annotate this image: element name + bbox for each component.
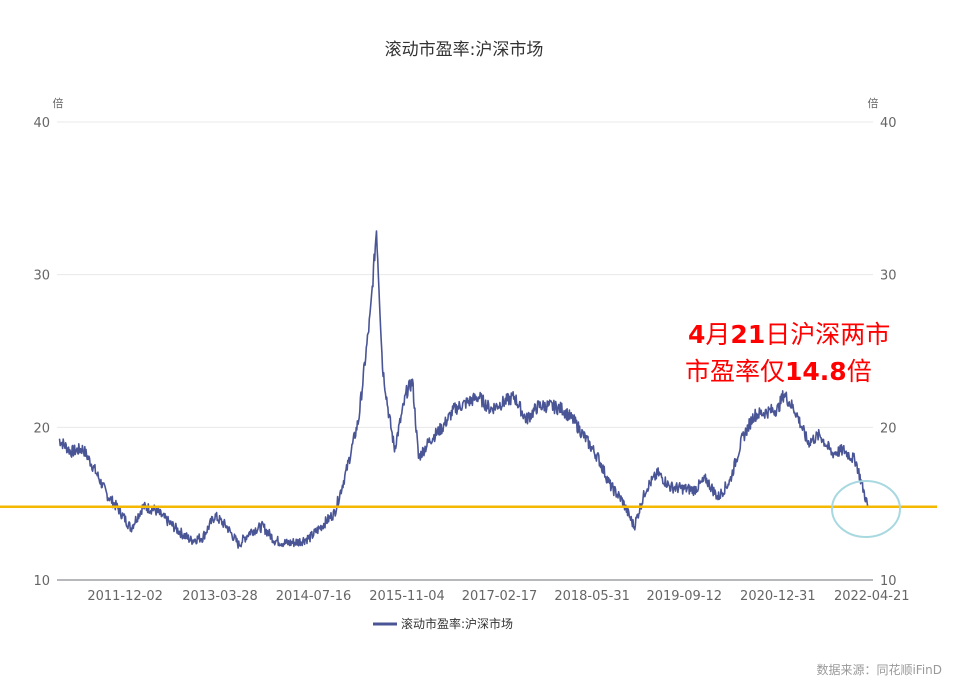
x-tick-2011-12-02: 2011-12-02 — [87, 589, 163, 604]
legend-label: 滚动市盈率:沪深市场 — [401, 616, 513, 631]
annotation-line-2: 市盈率仅14.8倍 — [685, 357, 872, 386]
x-tick-2022-04-21: 2022-04-21 — [834, 589, 910, 604]
grid-lines — [57, 121, 873, 428]
x-tick-2019-09-12: 2019-09-12 — [646, 589, 722, 604]
x-tick-2015-11-04: 2015-11-04 — [369, 589, 445, 604]
data-source: 数据来源：同花顺iFinD — [816, 662, 942, 677]
annotation-month-number: 4 — [688, 320, 705, 349]
annotation-line-1: 4月21日沪深两市 — [688, 320, 890, 349]
y-axis-right: 10 20 30 40 — [880, 116, 897, 589]
chart-title: 滚动市盈率:沪深市场 — [385, 40, 544, 60]
y-axis-left: 10 20 30 40 — [33, 116, 50, 589]
annotation-month-char: 月 — [705, 320, 730, 349]
y-tick-right-20: 20 — [880, 421, 897, 436]
y-tick-left-20: 20 — [33, 421, 50, 436]
x-tick-2013-03-28: 2013-03-28 — [182, 589, 258, 604]
y-tick-left-10: 10 — [33, 574, 50, 589]
series-layer — [58, 230, 869, 549]
y-tick-left-40: 40 — [33, 116, 50, 131]
x-tick-2018-05-31: 2018-05-31 — [554, 589, 630, 604]
series-line-0 — [58, 230, 869, 549]
y-axis-unit-left: 倍 — [53, 96, 64, 110]
annotation-pe-number: 14.8 — [785, 357, 847, 386]
y-tick-right-10: 10 — [880, 574, 897, 589]
highlight-circle — [831, 480, 901, 538]
x-tick-2014-07-16: 2014-07-16 — [276, 589, 352, 604]
annotation-day-number: 21 — [730, 320, 765, 349]
legend[interactable]: 滚动市盈率:沪深市场 — [373, 616, 513, 631]
x-tick-2020-12-31: 2020-12-31 — [740, 589, 816, 604]
y-axis-unit-right: 倍 — [868, 96, 879, 110]
annotation-line2-text: 市盈率仅 — [685, 357, 785, 386]
y-tick-right-40: 40 — [880, 116, 897, 131]
x-axis: 2011-12-02 2013-03-28 2014-07-16 2015-11-04… — [87, 589, 909, 604]
y-tick-right-30: 30 — [880, 269, 897, 284]
y-tick-left-30: 30 — [33, 269, 50, 284]
annotation-line1-text: 日沪深两市 — [765, 320, 890, 349]
annotation-pe-unit: 倍 — [847, 357, 872, 386]
x-tick-2017-02-17: 2017-02-17 — [462, 589, 538, 604]
